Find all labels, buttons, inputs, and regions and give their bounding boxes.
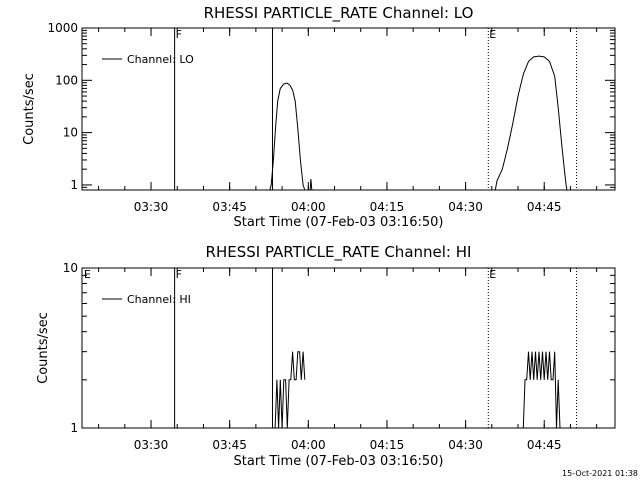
x-tick-label: 04:45 <box>527 200 562 214</box>
y-tick-label: 1000 <box>47 21 78 35</box>
y-tick-label: 1 <box>70 178 78 192</box>
chart-title: RHESSI PARTICLE_RATE Channel: HI <box>206 243 472 262</box>
x-tick-label: 04:30 <box>448 438 483 452</box>
y-axis-label: Counts/sec <box>22 73 37 145</box>
legend-label: Channel: HI <box>127 293 191 306</box>
plot-hi-channel: RHESSI PARTICLE_RATE Channel: HI 03:30 03:… <box>36 243 616 469</box>
chart-title: RHESSI PARTICLE_RATE Channel: LO <box>204 4 474 23</box>
x-tick-label: 04:00 <box>291 438 326 452</box>
x-tick-label: 03:45 <box>212 200 247 214</box>
y-tick-label: 1 <box>70 421 78 435</box>
plot-frame <box>81 27 616 191</box>
event-marker-label: E <box>84 268 91 281</box>
x-tick-label: 03:30 <box>134 200 169 214</box>
plot-frame <box>81 267 616 429</box>
y-tick-label: 10 <box>63 126 78 140</box>
x-tick-label: 04:45 <box>527 438 562 452</box>
series-line <box>522 351 561 429</box>
x-tick-label: 04:15 <box>370 200 405 214</box>
event-marker-label: E <box>489 28 496 41</box>
event-marker-label: F <box>176 268 182 281</box>
event-marker-label: F <box>176 28 182 41</box>
event-marker-label: E <box>489 268 496 281</box>
series-line <box>274 351 306 429</box>
series-line <box>309 178 313 191</box>
series-line <box>269 82 306 191</box>
footer-timestamp: 15-Oct-2021 01:38 <box>562 469 638 478</box>
x-tick-label: 04:00 <box>291 200 326 214</box>
y-axis-label: Counts/sec <box>36 312 51 384</box>
x-tick-label: 03:30 <box>134 438 169 452</box>
plot-lo-channel: RHESSI PARTICLE_RATE Channel: LO 03:30 03:… <box>22 4 616 230</box>
y-tick-label: 100 <box>55 73 78 87</box>
legend-label: Channel: LO <box>127 53 194 66</box>
series-line <box>494 55 568 191</box>
x-tick-label: 04:30 <box>448 200 483 214</box>
x-axis-label: Start Time (07-Feb-03 03:16:50) <box>234 454 444 469</box>
x-tick-label: 04:15 <box>370 438 405 452</box>
x-axis-label: Start Time (07-Feb-03 03:16:50) <box>234 215 444 230</box>
x-tick-label: 03:45 <box>212 438 247 452</box>
y-tick-label: 10 <box>63 261 78 275</box>
